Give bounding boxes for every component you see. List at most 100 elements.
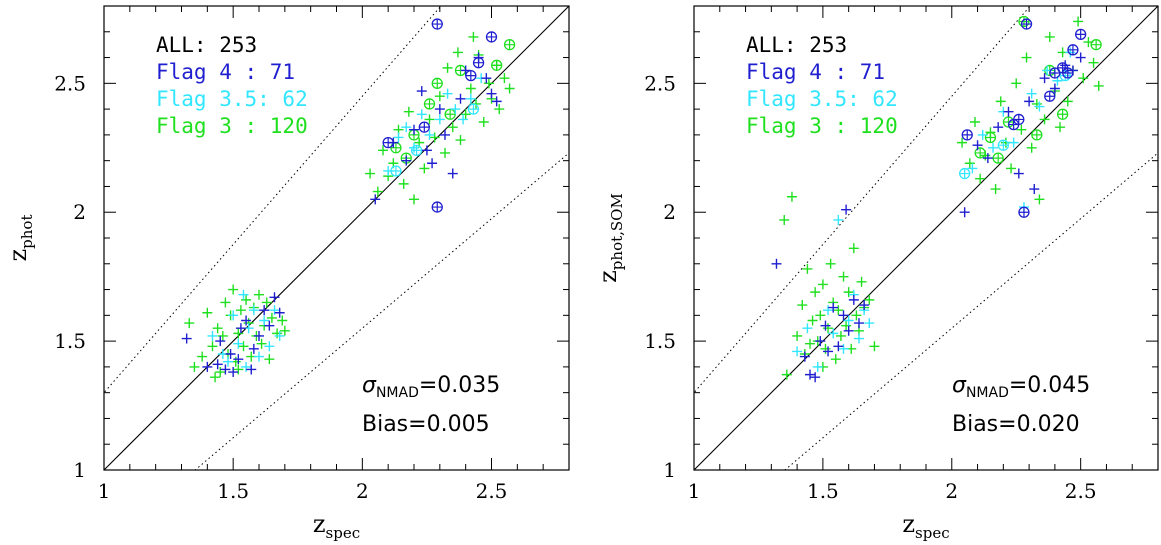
circled-point-flag-3-5 (391, 166, 401, 176)
point-flag-3 (365, 169, 375, 179)
point-flag-3 (815, 310, 825, 320)
point-flag-3 (833, 305, 843, 315)
x-tick-label: 2.5 (1065, 479, 1097, 503)
point-flag-3 (277, 315, 287, 325)
circled-point-flag-3 (425, 99, 435, 109)
point-flag-3 (869, 341, 879, 351)
point-flag-4 (228, 367, 238, 377)
x-tick-label: 2 (356, 479, 369, 503)
legend-entry: Flag 3 : 120 (746, 114, 898, 138)
point-flag-4 (233, 354, 243, 364)
point-flag-4 (833, 341, 843, 351)
point-flag-3 (419, 163, 429, 173)
x-tick-label: 1 (688, 479, 701, 503)
point-flag-3 (210, 372, 220, 382)
circled-point-flag-3-5 (998, 140, 1008, 150)
circled-point-flag-4 (383, 138, 393, 148)
circled-point-flag-3 (1032, 130, 1042, 140)
point-flag-3 (505, 83, 515, 93)
point-flag-4 (1076, 53, 1086, 63)
point-flag-3 (184, 318, 194, 328)
x-tick-label: 2 (945, 479, 958, 503)
point-flag-3 (1055, 122, 1065, 132)
point-flag-3 (844, 287, 854, 297)
point-flag-3 (792, 331, 802, 341)
point-flag-3 (430, 132, 440, 142)
upper-outlier-line (668, 0, 1161, 422)
point-flag-3 (996, 96, 1006, 106)
point-flag-3 (1027, 143, 1037, 153)
point-flag-3 (802, 264, 812, 274)
point-flag-3 (805, 339, 815, 349)
legend-entry: Flag 4 : 71 (746, 60, 885, 84)
legend-entry: Flag 3.5: 62 (156, 87, 308, 111)
point-flag-3 (965, 158, 975, 168)
point-flag-3 (233, 364, 243, 374)
point-flag-3 (448, 122, 458, 132)
x-tick-label: 1.5 (807, 479, 839, 503)
point-flag-3 (1032, 99, 1042, 109)
sigma-nmad-text: σNMAD=0.045 (952, 373, 1090, 401)
point-flag-3 (373, 187, 383, 197)
point-flag-3 (202, 308, 212, 318)
circled-point-flag-4 (1063, 68, 1073, 78)
point-flag-3 (1045, 32, 1055, 42)
point-flag-4 (246, 364, 256, 374)
point-flag-3-5 (228, 310, 238, 320)
point-flag-3-5 (864, 318, 874, 328)
point-flag-3 (241, 295, 251, 305)
point-flag-4 (820, 321, 830, 331)
point-flag-4 (800, 352, 810, 362)
circled-point-flag-3 (993, 153, 1003, 163)
point-flag-3-5 (988, 143, 998, 153)
point-flag-3 (262, 297, 272, 307)
circled-point-flag-4 (1068, 45, 1078, 55)
point-flag-3 (1034, 194, 1044, 204)
reference-lines (668, 0, 1161, 545)
circled-point-flag-4 (1022, 19, 1032, 29)
point-flag-3-5 (401, 122, 411, 132)
point-flag-3 (208, 341, 218, 351)
point-flag-4 (1014, 169, 1024, 179)
point-flag-3 (435, 91, 445, 101)
circled-point-flag-4 (1014, 114, 1024, 124)
point-flag-3-5 (259, 315, 269, 325)
point-flag-4 (275, 308, 285, 318)
point-flag-3 (456, 135, 466, 145)
point-flag-3 (779, 215, 789, 225)
point-flag-3-5 (792, 346, 802, 356)
circled-point-flag-3 (1019, 16, 1029, 26)
circled-point-flag-4 (1076, 29, 1086, 39)
point-flag-4 (215, 336, 225, 346)
point-flag-3 (254, 290, 264, 300)
point-flag-3 (810, 287, 820, 297)
point-flag-4 (435, 104, 445, 114)
point-flag-3 (280, 326, 290, 336)
point-flag-4 (492, 96, 502, 106)
circled-point-flag-3-5 (468, 104, 478, 114)
point-flag-3 (213, 323, 223, 333)
point-flag-3-5 (978, 130, 988, 140)
circled-point-flag-4 (487, 32, 497, 42)
point-flag-3 (215, 367, 225, 377)
point-flag-3-5 (417, 109, 427, 119)
point-flag-4 (422, 145, 432, 155)
point-flag-3 (453, 47, 463, 57)
x-tick-label: 1.5 (217, 479, 249, 503)
point-flag-3 (479, 117, 489, 127)
point-flag-4 (487, 89, 497, 99)
point-flag-3 (228, 285, 238, 295)
point-flag-4 (849, 295, 859, 305)
point-flag-3 (440, 148, 450, 158)
point-flag-4 (810, 372, 820, 382)
y-tick-label: 1 (663, 458, 676, 482)
point-flag-3-5 (443, 89, 453, 99)
circled-point-flag-4 (432, 19, 442, 29)
point-flag-3 (849, 243, 859, 253)
point-flag-3 (1006, 163, 1016, 173)
point-flag-4 (1003, 107, 1013, 117)
panel-1: 1 1.5 2 2.511.522.5zspeczphotALL: 253Flag 4… (4, 0, 595, 545)
point-flag-3 (787, 192, 797, 202)
point-flag-3 (189, 362, 199, 372)
point-flag-3 (466, 83, 476, 93)
